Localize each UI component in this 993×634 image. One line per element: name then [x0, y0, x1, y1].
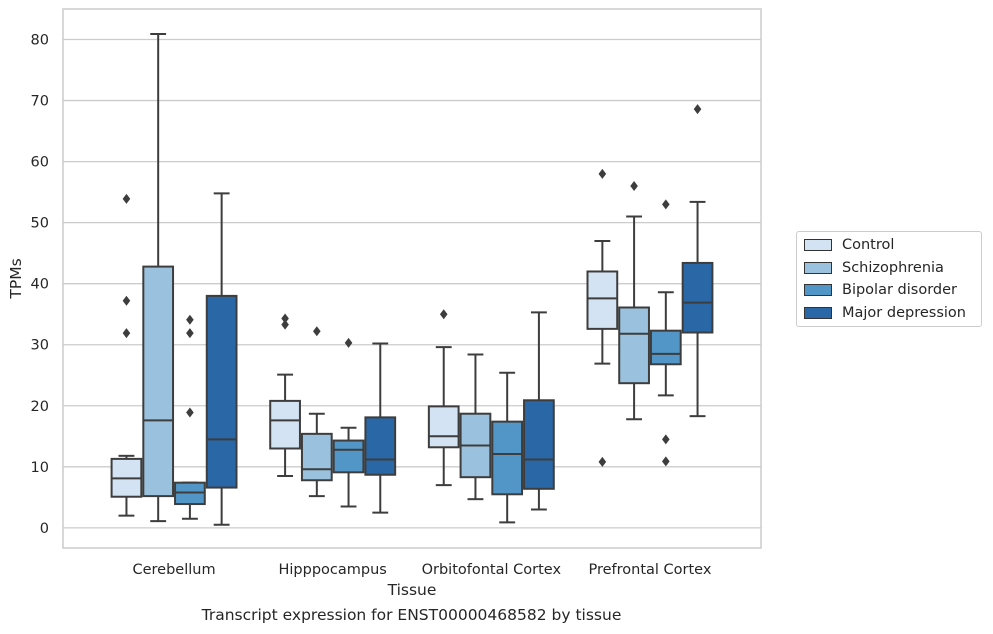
x-tick-label: Prefrontal Cortex — [588, 562, 711, 578]
box-body — [681, 261, 714, 334]
box — [523, 311, 555, 511]
outlier-point — [439, 309, 448, 320]
legend-label: Bipolar disorder — [842, 282, 957, 299]
y-tick-label: 50 — [31, 216, 49, 232]
gridlines — [63, 38, 761, 529]
box — [491, 371, 524, 524]
outlier-point — [598, 168, 607, 179]
box — [269, 313, 301, 477]
box-body — [618, 306, 650, 385]
legend-item: Schizophrenia — [797, 257, 981, 280]
legend-item: Bipolar disorder — [797, 279, 981, 302]
outlier-point — [313, 326, 321, 337]
box — [364, 342, 397, 514]
outlier-point — [630, 181, 638, 192]
box — [205, 192, 238, 526]
figure-caption: Transcript expression for ENST0000046858… — [201, 606, 622, 624]
legend: Control Schizophrenia Bipolar disorder Majo… — [796, 231, 982, 327]
box-body — [491, 420, 524, 496]
outlier-point — [344, 337, 353, 348]
box — [459, 353, 492, 501]
box-body — [205, 294, 238, 489]
box-body — [649, 329, 682, 366]
box — [427, 309, 460, 487]
outlier-point — [598, 456, 607, 467]
box-body — [523, 399, 555, 490]
outlier-point — [662, 199, 670, 210]
outlier-point — [281, 319, 289, 330]
x-tick-label: Hipppocampus — [279, 562, 387, 578]
y-axis-label: TPMs — [7, 258, 25, 299]
y-tick-label: 10 — [31, 460, 49, 476]
plot-frame — [62, 8, 762, 549]
x-axis-label: Tissue — [387, 581, 437, 599]
box — [681, 104, 714, 418]
y-tick-label: 30 — [31, 338, 49, 354]
legend-swatch — [804, 284, 832, 297]
y-tick-label: 60 — [31, 155, 49, 171]
x-axis-ticks: Cerebellum Hipppocampus Orbitofontal Corte… — [132, 562, 711, 578]
y-tick-label: 40 — [31, 277, 49, 293]
legend-label: Major depression — [842, 304, 966, 321]
box — [142, 33, 175, 523]
outlier-point — [122, 295, 131, 306]
box — [618, 181, 650, 421]
legend-item: Control — [797, 234, 981, 257]
box — [586, 168, 619, 467]
y-tick-label: 80 — [31, 33, 49, 49]
outlier-point — [186, 407, 194, 418]
box-body — [364, 416, 397, 476]
x-tick-label: Orbitofontal Cortex — [422, 562, 562, 578]
box-body — [427, 405, 460, 449]
box-body — [142, 265, 175, 498]
box — [110, 193, 143, 517]
box-body — [269, 399, 301, 450]
y-tick-label: 70 — [31, 94, 49, 110]
box-body — [586, 270, 619, 330]
legend-label: Control — [842, 237, 895, 254]
boxes — [110, 33, 714, 526]
box — [332, 337, 365, 508]
outlier-point — [122, 328, 131, 339]
outlier-point — [186, 314, 194, 325]
box — [649, 199, 682, 467]
box — [174, 314, 206, 520]
box-body — [300, 432, 333, 482]
legend-label: Schizophrenia — [842, 259, 944, 276]
outlier-point — [122, 193, 131, 204]
legend-item: Major depression — [797, 302, 981, 325]
outlier-point — [662, 434, 670, 445]
box-body — [332, 439, 365, 474]
outlier-point — [662, 456, 670, 467]
y-tick-label: 20 — [31, 399, 49, 415]
legend-swatch — [804, 239, 832, 252]
outlier-point — [186, 328, 194, 339]
outlier-point — [281, 313, 289, 324]
box — [300, 326, 333, 498]
y-axis-ticks: 0 10 20 30 40 50 60 70 80 — [31, 33, 49, 537]
y-tick-label: 0 — [40, 521, 49, 537]
legend-swatch — [804, 261, 832, 274]
x-tick-label: Cerebellum — [132, 562, 215, 578]
outlier-point — [693, 104, 702, 115]
legend-swatch — [804, 306, 832, 319]
